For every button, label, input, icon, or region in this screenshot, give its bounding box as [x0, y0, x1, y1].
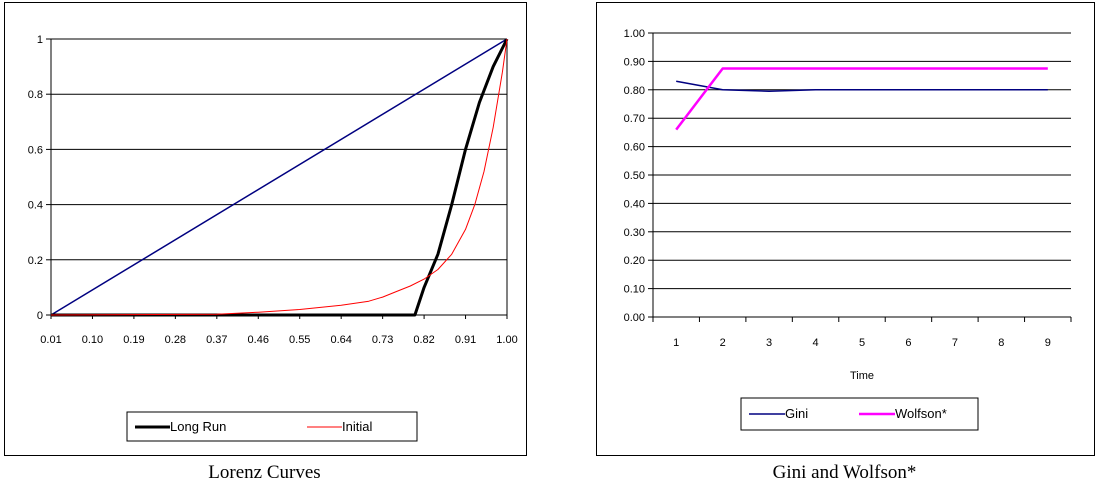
y-tick-label: 0.60 [624, 142, 645, 154]
x-tick-label: 0.55 [289, 334, 310, 346]
wolfson-line [675, 67, 1048, 131]
x-tick-label: 0.73 [372, 334, 393, 346]
x-tick-label: 0.46 [248, 334, 269, 346]
gini-wolfson-chart-svg: 0.00 0.10 0.20 0.30 0.40 0.50 0.60 0.70 0.80 0.90… [624, 28, 1072, 431]
gini-line [676, 80, 1048, 92]
x-tick-label: 0.64 [330, 334, 351, 346]
legend: Long Run Initial [126, 411, 418, 442]
y-tick-label: 0.10 [624, 284, 645, 296]
y-tick-label: 0.70 [624, 113, 645, 125]
x-tick-label: 0.10 [82, 334, 103, 346]
x-tick-label: 7 [952, 337, 958, 349]
x-tick-label: 1.00 [496, 334, 517, 346]
y-tick-label: 0.00 [624, 312, 645, 324]
x-tick-label: 0.91 [455, 334, 476, 346]
equality-line [50, 38, 508, 316]
gini-wolfson-caption: Gini and Wolfson* [772, 462, 917, 483]
y-tick-label: 0.20 [624, 255, 645, 267]
x-tick-label: 0.01 [40, 334, 61, 346]
x-tick-label: 0.19 [123, 334, 144, 346]
legend: Gini Wolfson* [740, 397, 979, 431]
legend-initial-label: Initial [342, 419, 372, 434]
y-tick-label: 0.90 [624, 56, 645, 68]
y-tick-label: 0.50 [624, 170, 645, 182]
x-tick-label: 1 [673, 337, 679, 349]
y-tick-label: 0.8 [28, 89, 43, 101]
x-tick-label: 9 [1045, 337, 1051, 349]
lorenz-chart: 0 0.2 0.4 0.6 0.8 1 0.01 0.10 0.19 0.28 0.37 0.46 0.… [4, 2, 527, 456]
legend-wolfson-label: Wolfson* [895, 406, 947, 421]
y-tick-label: 0.30 [624, 227, 645, 239]
y-tick-label: 1.00 [624, 28, 645, 40]
legend-box [126, 411, 418, 442]
x-tick-label: 6 [905, 337, 911, 349]
y-tick-label: 0.4 [28, 200, 43, 212]
y-tick-label: 0.80 [624, 85, 645, 97]
lorenz-chart-svg: 0 0.2 0.4 0.6 0.8 1 0.01 0.10 0.19 0.28 0.37 0.46 0.… [28, 34, 518, 442]
x-tick-label: 0.82 [413, 334, 434, 346]
initial-line [50, 38, 508, 316]
y-tick-label: 1 [37, 34, 43, 46]
x-tick-label: 2 [720, 337, 726, 349]
x-tick-label: 0.37 [206, 334, 227, 346]
y-tick-label: 0.6 [28, 144, 43, 156]
y-tick-label: 0.2 [28, 255, 43, 267]
lorenz-caption: Lorenz Curves [208, 462, 321, 483]
x-tick-label: 4 [812, 337, 818, 349]
gini-wolfson-chart: 0.00 0.10 0.20 0.30 0.40 0.50 0.60 0.70 0.80 0.90… [596, 2, 1095, 456]
y-tick-label: 0 [37, 310, 43, 322]
legend-gini-label: Gini [785, 406, 808, 421]
x-axis-title: Time [850, 370, 874, 382]
x-tick-label: 3 [766, 337, 772, 349]
long-run-line [51, 38, 509, 317]
x-tick-label: 0.28 [165, 334, 186, 346]
y-tick-label: 0.40 [624, 198, 645, 210]
x-tick-label: 8 [998, 337, 1004, 349]
x-tick-label: 5 [859, 337, 865, 349]
legend-long-run-label: Long Run [170, 419, 226, 434]
